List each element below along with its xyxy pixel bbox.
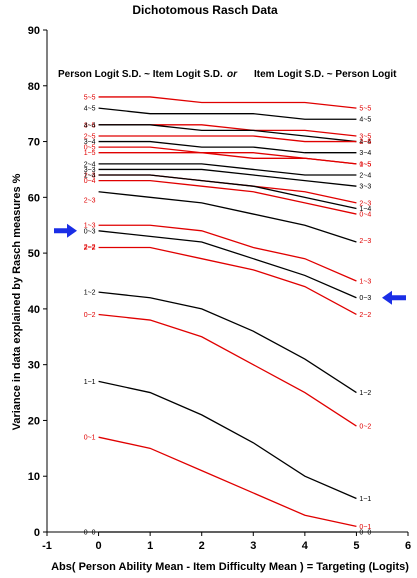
series-line-2-2 — [98, 191, 357, 243]
y-tick-label: 60 — [28, 192, 40, 204]
series-right-label: 0~1 — [359, 524, 371, 531]
extra-series-label: 2~3 — [359, 238, 371, 245]
series-left-label: 0~2 — [84, 312, 96, 319]
x-tick-label: 4 — [302, 540, 309, 552]
series-left-label: 2~3 — [84, 173, 96, 180]
series-line-1-1 — [98, 380, 357, 500]
series-left-label: 5~5 — [84, 94, 96, 101]
series-right-label: 2~3 — [359, 200, 371, 207]
y-tick-label: 20 — [28, 415, 40, 427]
x-tick-label: 3 — [250, 540, 256, 552]
series-left-label: 2~2 — [84, 245, 96, 252]
series-line-2-2-red — [98, 246, 357, 316]
series-right-label: 4~4 — [359, 139, 371, 146]
y-tick-label: 40 — [28, 304, 40, 316]
series-line-1-5 — [98, 152, 357, 165]
y-tick-label: 90 — [28, 25, 40, 37]
label-layer: 5~55~54~54~53~53~54~44~42~52~53~43~40~50… — [84, 94, 372, 536]
series-line-0-3 — [98, 230, 357, 299]
x-tick-label: 0 — [96, 540, 102, 552]
chart-title: Dichotomous Rasch Data — [132, 3, 278, 17]
series-left-label: 1~2 — [84, 290, 96, 297]
series-right-label: 1~4 — [359, 206, 371, 213]
x-tick-label: 1 — [147, 540, 153, 552]
series-right-label: 5~5 — [359, 106, 371, 113]
series-line-5-5 — [98, 96, 357, 109]
series-right-label: 2~5 — [359, 139, 371, 146]
series-left-label: 0~3 — [84, 228, 96, 235]
extra-series-label: 2~2 — [84, 244, 96, 251]
series-right-label: 0~2 — [359, 424, 371, 431]
series-left-label: 3~4 — [84, 139, 96, 146]
series-line-3-4 — [98, 140, 357, 154]
series-right-label: 0~3 — [359, 295, 371, 302]
y-tick-label: 0 — [34, 527, 40, 539]
series-right-label: 2~4 — [359, 173, 371, 180]
series-left-label: 1~5 — [84, 150, 96, 157]
series-line-3-3 — [98, 168, 357, 187]
right-pointer-arrow-icon — [382, 290, 406, 305]
series-left-label: 2~4 — [84, 161, 96, 168]
series-line-2-5 — [98, 135, 357, 143]
x-tick-label: 2 — [199, 540, 205, 552]
series-left-label: 1~1 — [84, 379, 96, 386]
series-right-label: 0~0 — [359, 530, 371, 537]
chart-subtitle-right: Item Logit S.D. ~ Person Logit — [254, 69, 397, 80]
series-right-label: 4~5 — [359, 117, 371, 124]
series-right-label: 0~5 — [359, 161, 371, 168]
y-tick-label: 30 — [28, 360, 40, 372]
series-left-label: 4~4 — [84, 122, 96, 129]
series-right-label: 3~5 — [359, 133, 371, 140]
arrow-layer — [54, 223, 406, 305]
series-left-label: 1~3 — [84, 223, 96, 230]
y-tick-label: 80 — [28, 81, 40, 93]
chart-subtitle-middle: or — [227, 69, 238, 80]
series-left-label: 0~4 — [84, 178, 96, 185]
series-line-0-2 — [98, 313, 357, 427]
series-right-label: 1~3 — [359, 279, 371, 286]
y-axis-label: Variance in data explained by Rasch meas… — [11, 173, 23, 430]
y-tick-label: 70 — [28, 137, 40, 149]
x-tick-label: -1 — [42, 540, 52, 552]
series-line-1-2 — [98, 291, 357, 394]
series-right-label: 0~4 — [359, 212, 371, 219]
extra-series-label: 2~3 — [84, 198, 96, 205]
series-left-label: 3~3 — [84, 167, 96, 174]
series-line-2-4 — [98, 163, 357, 176]
chart-subtitle-left: Person Logit S.D. ~ Item Logit S.D. — [58, 69, 223, 80]
y-tick-label: 50 — [28, 248, 40, 260]
series-line-1-3 — [98, 224, 357, 282]
series-left-label: 0~0 — [84, 530, 96, 537]
series-right-label: 2~2 — [359, 312, 371, 319]
series-right-label: 1~2 — [359, 390, 371, 397]
series-line-0-4 — [98, 179, 357, 215]
series-left-label: 1~4 — [84, 173, 96, 180]
series-line-4-4 — [98, 124, 357, 143]
x-tick-label: 6 — [405, 540, 411, 552]
series-left-label: 2~5 — [84, 133, 96, 140]
series-left-label: 3~5 — [84, 122, 96, 129]
series-left-label: 4~5 — [84, 106, 96, 113]
series-left-label: 0~1 — [84, 435, 96, 442]
series-line-1-4 — [98, 174, 357, 210]
series-left-label: 0~5 — [84, 145, 96, 152]
x-tick-label: 5 — [353, 540, 359, 552]
x-axis-label: Abs( Person Ability Mean - Item Difficul… — [51, 561, 409, 573]
series-right-label: 3~3 — [359, 184, 371, 191]
series-right-label: 1~5 — [359, 161, 371, 168]
left-pointer-arrow-icon — [54, 223, 77, 238]
series-line-0-1 — [98, 436, 357, 528]
series-right-label: 1~1 — [359, 496, 371, 503]
series-right-label: 3~4 — [359, 150, 371, 157]
series-layer — [98, 96, 357, 533]
series-line-4-5 — [98, 107, 357, 120]
y-tick-label: 10 — [28, 471, 40, 483]
